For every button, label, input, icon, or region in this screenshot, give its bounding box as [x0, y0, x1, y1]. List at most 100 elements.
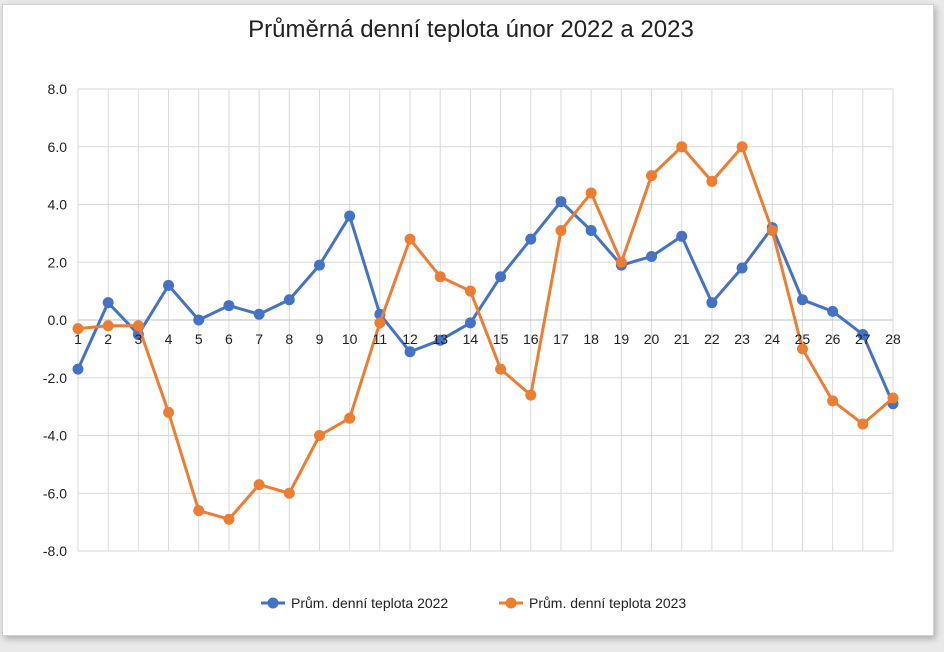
- series-1: [72, 196, 899, 410]
- y-tick-label: -6.0: [43, 485, 67, 501]
- x-tick-label: 4: [165, 331, 173, 347]
- x-tick-label: 15: [493, 331, 509, 347]
- data-point: [374, 317, 386, 329]
- x-tick-label: 27: [855, 331, 871, 347]
- data-point: [163, 279, 175, 291]
- data-point: [585, 224, 597, 236]
- legend-label: Prům. denní teplota 2023: [529, 595, 686, 611]
- y-tick-label: 8.0: [48, 81, 68, 97]
- x-tick-label: 12: [402, 331, 418, 347]
- data-point: [646, 170, 658, 182]
- data-point: [253, 479, 265, 491]
- data-point: [736, 262, 748, 274]
- data-point: [796, 343, 808, 355]
- data-point: [313, 259, 325, 271]
- chart-title: Průměrná denní teplota únor 2022 a 2023: [248, 16, 694, 43]
- data-point: [344, 210, 356, 222]
- legend-item-1: Prům. denní teplota 2022: [261, 595, 448, 611]
- data-point: [72, 323, 84, 335]
- x-tick-label: 19: [614, 331, 630, 347]
- series-line: [77, 145, 894, 521]
- data-point: [796, 294, 808, 306]
- x-tick-label: 20: [644, 331, 660, 347]
- y-tick-label: -2.0: [43, 370, 67, 386]
- legend: Prům. denní teplota 2022 Prům. denní tepl…: [261, 595, 686, 611]
- data-point: [857, 328, 869, 340]
- x-tick-label: 26: [825, 331, 841, 347]
- data-point: [495, 271, 507, 283]
- legend-label: Prům. denní teplota 2022: [291, 595, 448, 611]
- x-tick-label: 5: [195, 331, 203, 347]
- data-point: [193, 314, 205, 326]
- data-point: [887, 392, 899, 404]
- y-tick-label: 4.0: [48, 197, 68, 213]
- x-tick-label: 9: [316, 331, 324, 347]
- x-tick-label: 14: [463, 331, 479, 347]
- x-tick-label: 17: [553, 331, 569, 347]
- x-tick-label: 6: [225, 331, 233, 347]
- x-tick-label: 22: [704, 331, 720, 347]
- y-tick-label: -8.0: [43, 543, 67, 559]
- data-point: [646, 250, 658, 262]
- data-point: [344, 412, 356, 424]
- data-point: [857, 418, 869, 430]
- series-line: [76, 200, 895, 405]
- x-tick-label: 25: [795, 331, 811, 347]
- data-point: [736, 141, 748, 153]
- data-point: [434, 271, 446, 283]
- data-point: [72, 363, 84, 375]
- data-point: [283, 294, 295, 306]
- data-point: [585, 187, 597, 199]
- data-point: [283, 487, 295, 499]
- y-axis-ticks: 8.0 6.0 4.0 2.0 0.0 -2.0 -4.0 -6.0 -8.0: [43, 81, 67, 559]
- data-point: [615, 256, 627, 268]
- data-point: [223, 513, 235, 525]
- x-tick-label: 28: [885, 331, 901, 347]
- x-tick-label: 2: [104, 331, 112, 347]
- data-point: [555, 224, 567, 236]
- y-tick-label: -4.0: [43, 428, 67, 444]
- data-point: [766, 224, 778, 236]
- line-chart: Průměrná denní teplota únor 2022 a 2023 …: [43, 16, 901, 611]
- series-layer: [72, 141, 899, 525]
- data-point: [706, 297, 718, 309]
- data-point: [253, 308, 265, 320]
- legend-dot-marker: [505, 597, 517, 609]
- x-tick-label: 11: [373, 331, 388, 347]
- legend-item-2: Prům. denní teplota 2023: [499, 595, 686, 611]
- chart-frame: Průměrná denní teplota únor 2022 a 2023 …: [2, 4, 934, 636]
- x-tick-label: 18: [583, 331, 599, 347]
- series-2: [72, 141, 899, 525]
- y-tick-label: 6.0: [48, 139, 68, 155]
- data-point: [827, 305, 839, 317]
- data-point: [676, 141, 688, 153]
- data-point: [102, 320, 114, 332]
- x-tick-label: 1: [74, 331, 82, 347]
- x-tick-label: 16: [523, 331, 539, 347]
- data-point: [495, 363, 507, 375]
- data-point: [706, 175, 718, 187]
- y-tick-label: 0.0: [48, 312, 68, 328]
- x-tick-label: 23: [734, 331, 750, 347]
- x-axis-ticks: 1 2 3 4 5 6 7 8 9 10 11 12 13 14 15 16 17 18 19 20 21 22 23 24 2…: [74, 331, 901, 347]
- x-tick-label: 8: [285, 331, 293, 347]
- x-tick-label: 10: [342, 331, 358, 347]
- legend-dot-marker: [267, 597, 279, 609]
- x-tick-label: 7: [255, 331, 263, 347]
- x-tick-label: 3: [134, 331, 142, 347]
- data-point: [525, 389, 537, 401]
- x-tick-label: 13: [432, 331, 448, 347]
- data-point: [102, 297, 114, 309]
- data-point: [464, 317, 476, 329]
- data-point: [223, 300, 235, 312]
- x-tick-label: 24: [764, 331, 780, 347]
- data-point: [827, 395, 839, 407]
- data-point: [193, 505, 205, 517]
- y-tick-label: 2.0: [48, 254, 68, 270]
- data-point: [434, 334, 446, 346]
- data-point: [404, 233, 416, 245]
- data-point: [163, 406, 175, 418]
- data-point: [676, 230, 688, 242]
- data-point: [313, 430, 325, 441]
- x-tick-label: 21: [674, 331, 690, 347]
